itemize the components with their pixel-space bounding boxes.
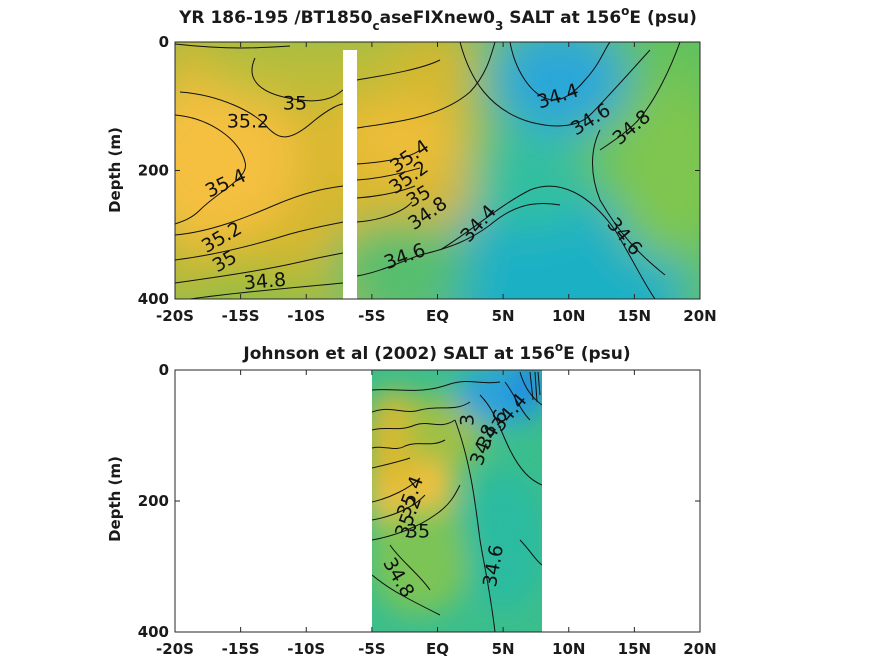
xtick-label: -20S	[156, 640, 194, 656]
xtick-label: 20N	[683, 640, 716, 656]
xtick-label: -5S	[358, 640, 385, 656]
xtick-label: 10N	[552, 307, 585, 325]
ytick-label: 0	[159, 33, 169, 51]
panel2-title: Johnson et al (2002) SALT at 156oE (psu)	[242, 340, 630, 364]
xtick-label: -10S	[287, 640, 325, 656]
ytick-label: 400	[138, 623, 169, 641]
xtick-label: -10S	[287, 307, 325, 325]
xtick-label: -15S	[222, 307, 260, 325]
xtick-label: 5N	[492, 640, 515, 656]
xtick-label: EQ	[426, 307, 449, 325]
panel2-ylabel: Depth (m)	[106, 456, 124, 542]
xtick-label: 15N	[618, 640, 651, 656]
panel1-title: YR 186-195 /BT1850caseFIXnew03 SALT at 1…	[178, 4, 697, 33]
contour-label: 3	[457, 414, 479, 426]
ytick-label: 200	[138, 492, 169, 510]
contour-label: 35.2	[227, 111, 269, 133]
panel1-mask	[343, 50, 357, 299]
xtick-label: 15N	[618, 307, 651, 325]
ytick-label: 400	[138, 290, 169, 308]
xtick-label: -5S	[358, 307, 385, 325]
contour-label: 35	[406, 521, 430, 543]
ytick-label: 0	[159, 361, 169, 379]
xtick-label: -15S	[222, 640, 260, 656]
panel1-ylabel: Depth (m)	[106, 127, 124, 213]
xtick-label: -20S	[156, 307, 194, 325]
xtick-label: 5N	[492, 307, 515, 325]
contour-label: 34.8	[243, 269, 287, 295]
contour-label: 35	[283, 93, 307, 115]
ytick-label: 200	[138, 162, 169, 180]
xtick-label: 10N	[552, 640, 585, 656]
panel1-field: 3535.235.435.23534.835.435.23534.834.634…	[175, 42, 700, 299]
xtick-label: EQ	[426, 640, 449, 656]
xtick-label: 20N	[683, 307, 716, 325]
